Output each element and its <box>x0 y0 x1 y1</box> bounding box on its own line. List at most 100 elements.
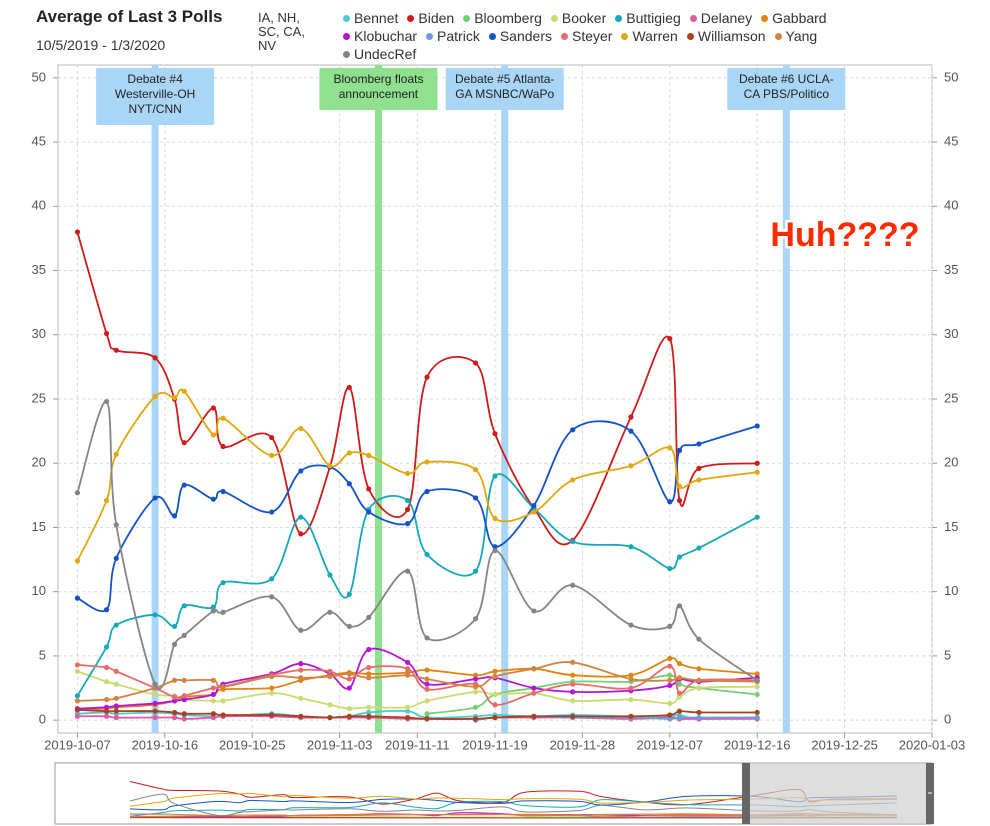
data-point <box>103 708 110 714</box>
legend-item[interactable]: Klobuchar <box>343 27 417 45</box>
data-point <box>531 690 537 696</box>
data-point <box>269 452 275 459</box>
y-tick-label: 25 <box>32 390 46 405</box>
data-point <box>667 655 673 662</box>
legend-item[interactable]: Sanders <box>488 27 552 45</box>
data-point <box>570 713 576 719</box>
legend-item[interactable]: Delaney <box>689 9 752 27</box>
data-point <box>366 709 372 716</box>
data-point <box>424 667 430 673</box>
data-point <box>298 713 304 719</box>
navigator-selection <box>746 764 930 823</box>
series-line <box>426 674 758 715</box>
data-point <box>628 463 634 469</box>
data-point <box>346 713 352 719</box>
data-point <box>424 488 430 495</box>
legend-item[interactable]: Biden <box>407 9 454 27</box>
data-point <box>472 716 479 722</box>
event-label: NYT/CNN <box>128 102 181 116</box>
data-point <box>269 576 275 582</box>
data-point <box>405 568 411 574</box>
data-point <box>220 580 226 586</box>
legend-item[interactable]: Williamson <box>686 27 766 45</box>
data-point <box>152 714 158 721</box>
data-point <box>103 679 110 685</box>
data-point <box>472 467 479 473</box>
data-point <box>696 545 702 551</box>
data-point <box>210 608 216 614</box>
data-point <box>472 676 479 682</box>
data-point <box>181 603 187 609</box>
data-point <box>210 604 216 610</box>
legend-item[interactable]: Booker <box>550 9 606 27</box>
legend-item[interactable]: Buttigieg <box>615 9 681 27</box>
legend-item[interactable]: Bennet <box>343 9 398 27</box>
data-point <box>103 398 110 405</box>
data-point <box>472 495 479 501</box>
data-point <box>74 693 81 699</box>
data-point <box>113 622 119 628</box>
data-point <box>424 551 430 558</box>
legend-item[interactable]: Patrick <box>426 27 480 45</box>
data-point <box>492 544 498 550</box>
y2-tick-label: 25 <box>944 390 958 405</box>
data-point <box>676 681 683 687</box>
data-point <box>628 685 634 691</box>
legend-swatch <box>686 32 694 40</box>
data-point <box>298 695 304 701</box>
legend-item[interactable]: Steyer <box>561 27 612 45</box>
data-point <box>754 709 760 716</box>
data-point <box>676 694 683 700</box>
data-point <box>113 714 119 721</box>
y-tick-label: 40 <box>32 198 46 213</box>
data-point <box>754 684 760 690</box>
data-point <box>696 477 702 483</box>
data-point <box>424 681 430 687</box>
legend-item[interactable]: Warren <box>621 27 678 45</box>
legend-label: Buttigieg <box>626 10 681 26</box>
data-point <box>152 612 158 618</box>
data-point <box>210 685 216 691</box>
data-point <box>171 709 178 716</box>
legend-label: Warren <box>632 28 678 44</box>
legend-label: Patrick <box>437 28 480 44</box>
data-point <box>424 459 430 465</box>
data-point <box>472 704 479 710</box>
data-point <box>628 622 634 628</box>
data-point <box>346 623 352 629</box>
data-point <box>210 691 216 698</box>
data-point <box>103 664 110 671</box>
data-point <box>171 698 178 704</box>
y2-tick-label: 45 <box>944 134 958 149</box>
data-point <box>667 700 673 707</box>
data-point <box>113 668 119 674</box>
data-point <box>74 698 81 704</box>
data-point <box>754 423 760 429</box>
event-box <box>727 68 846 110</box>
legend-item[interactable]: Gabbard <box>761 9 827 27</box>
legend-item[interactable]: Yang <box>774 27 817 45</box>
event-band <box>501 65 509 733</box>
legend-label: Steyer <box>572 28 613 44</box>
data-point <box>346 450 352 456</box>
data-point <box>667 445 673 451</box>
data-point <box>405 714 411 721</box>
legend: Bennet Biden Bloomberg Booker Buttigieg Delan… <box>343 9 883 63</box>
data-point <box>298 675 304 681</box>
data-point <box>676 447 683 453</box>
y-tick-label: 5 <box>39 647 46 662</box>
data-point <box>492 431 498 437</box>
data-point <box>366 675 372 681</box>
data-point <box>269 690 275 696</box>
data-point <box>667 682 673 689</box>
data-point <box>492 673 498 680</box>
data-point <box>676 661 683 667</box>
data-point <box>472 568 479 574</box>
legend-label: Bennet <box>354 10 399 26</box>
y-tick-label: 20 <box>32 455 46 470</box>
legend-item[interactable]: UndecRef <box>343 45 416 63</box>
data-point <box>74 713 81 719</box>
legend-item[interactable]: Bloomberg <box>463 9 542 27</box>
data-point <box>298 627 304 633</box>
